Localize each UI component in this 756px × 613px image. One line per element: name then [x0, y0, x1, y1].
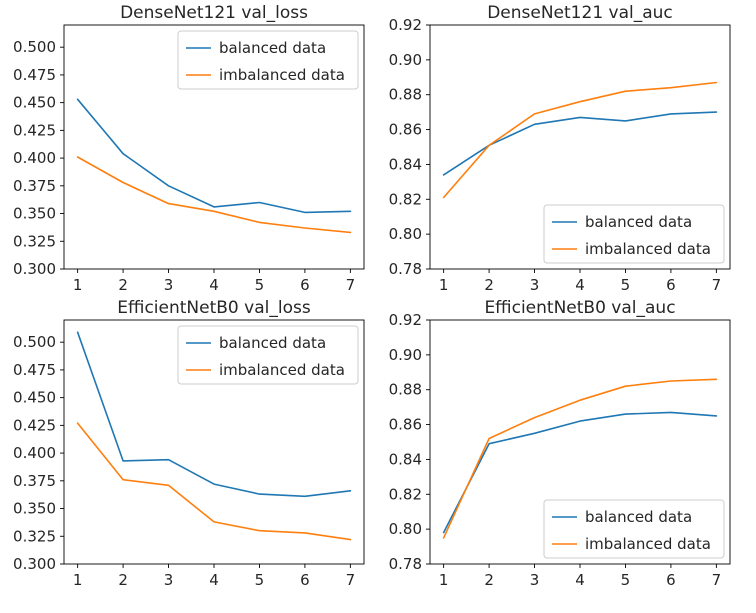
- legend-box: [177, 325, 359, 385]
- y-tick-label: 0.80: [389, 225, 422, 243]
- legend-box: [543, 499, 725, 559]
- y-tick-label: 0.78: [389, 260, 422, 278]
- x-tick-label: 5: [255, 276, 265, 294]
- y-tick-label: 0.425: [13, 121, 56, 139]
- x-tick-label: 2: [484, 571, 494, 589]
- chart-panel-3: EfficientNetB0 val_loss 1 2 3 4 5 6 7 0.300 0.325…: [13, 298, 365, 589]
- x-tick-label: 7: [346, 571, 356, 589]
- y-tick-label: 0.325: [13, 527, 56, 545]
- y-tick-label: 0.82: [389, 190, 422, 208]
- x-tick-label: 1: [73, 571, 83, 589]
- series-line-2: [76, 156, 352, 234]
- y-tick-label: 0.84: [389, 155, 422, 173]
- legend: balanced data imbalanced data: [543, 499, 725, 559]
- x-tick-label: 4: [575, 276, 585, 294]
- legend-box: [543, 204, 725, 264]
- legend-label-1: balanced data: [585, 508, 692, 526]
- x-tick-label: 4: [575, 571, 585, 589]
- y-tick-label: 0.475: [13, 66, 56, 84]
- y-tick-label: 0.86: [389, 416, 422, 434]
- series-line-2: [76, 422, 352, 541]
- y-tick-label: 0.450: [13, 94, 56, 112]
- y-tick-label: 0.90: [389, 346, 422, 364]
- series-line-2: [442, 378, 718, 539]
- y-tick-label: 0.92: [389, 16, 422, 34]
- y-tick-label: 0.300: [13, 260, 56, 278]
- y-tick-label: 0.300: [13, 555, 56, 573]
- x-tick-label: 4: [209, 571, 219, 589]
- x-tick-label: 7: [712, 276, 722, 294]
- legend-box: [177, 30, 359, 90]
- x-tick-label: 2: [118, 276, 128, 294]
- legend-label-1: balanced data: [219, 39, 326, 57]
- series-line-1: [442, 111, 718, 176]
- y-tick-label: 0.88: [389, 86, 422, 104]
- series-line-1: [76, 331, 352, 498]
- x-tick-label: 3: [530, 571, 540, 589]
- y-tick-label: 0.375: [13, 177, 56, 195]
- x-tick-label: 2: [118, 571, 128, 589]
- x-tick-label: 6: [300, 276, 310, 294]
- y-tick-label: 0.400: [13, 149, 56, 167]
- y-tick-label: 0.475: [13, 361, 56, 379]
- x-tick-label: 3: [164, 571, 174, 589]
- legend: balanced data imbalanced data: [177, 30, 359, 90]
- series-line-1: [442, 411, 718, 534]
- chart-title: DenseNet121 val_loss: [120, 3, 308, 23]
- legend-label-1: balanced data: [585, 213, 692, 231]
- chart-title: EfficientNetB0 val_loss: [117, 298, 311, 318]
- x-tick-label: 3: [164, 276, 174, 294]
- legend: balanced data imbalanced data: [177, 325, 359, 385]
- x-tick-label: 6: [666, 571, 676, 589]
- x-tick-label: 1: [439, 276, 449, 294]
- legend-label-2: imbalanced data: [219, 361, 345, 379]
- x-tick-label: 4: [209, 276, 219, 294]
- chart-title: DenseNet121 val_auc: [487, 3, 673, 23]
- y-tick-label: 0.82: [389, 485, 422, 503]
- y-tick-label: 0.92: [389, 311, 422, 329]
- series-line-2: [442, 81, 718, 199]
- legend: balanced data imbalanced data: [543, 204, 725, 264]
- y-tick-label: 0.425: [13, 416, 56, 434]
- x-tick-label: 3: [530, 276, 540, 294]
- x-tick-label: 1: [439, 571, 449, 589]
- series-line-1: [76, 98, 352, 214]
- x-tick-label: 2: [484, 276, 494, 294]
- y-tick-label: 0.350: [13, 500, 56, 518]
- y-tick-label: 0.325: [13, 232, 56, 250]
- x-tick-label: 6: [666, 276, 676, 294]
- chart-panel-1: DenseNet121 val_loss 1 2 3 4 5 6 7 0.300 0.325 0.3…: [13, 3, 365, 294]
- x-tick-label: 1: [73, 276, 83, 294]
- chart-title: EfficientNetB0 val_auc: [484, 298, 675, 318]
- y-tick-label: 0.350: [13, 205, 56, 223]
- y-tick-label: 0.500: [13, 38, 56, 56]
- y-tick-label: 0.88: [389, 381, 422, 399]
- y-tick-label: 0.80: [389, 520, 422, 538]
- y-tick-label: 0.400: [13, 444, 56, 462]
- legend-label-1: balanced data: [219, 334, 326, 352]
- y-tick-label: 0.84: [389, 450, 422, 468]
- y-tick-label: 0.500: [13, 333, 56, 351]
- x-tick-label: 5: [255, 571, 265, 589]
- x-tick-label: 5: [621, 276, 631, 294]
- legend-label-2: imbalanced data: [585, 535, 711, 553]
- x-tick-label: 6: [300, 571, 310, 589]
- y-tick-label: 0.450: [13, 389, 56, 407]
- y-tick-label: 0.375: [13, 472, 56, 490]
- chart-panel-4: EfficientNetB0 val_auc 1 2 3 4 5 6 7 0.78 0.80 0.8…: [389, 298, 731, 589]
- x-tick-label: 7: [712, 571, 722, 589]
- legend-label-2: imbalanced data: [219, 66, 345, 84]
- y-tick-label: 0.90: [389, 51, 422, 69]
- y-tick-label: 0.78: [389, 555, 422, 573]
- y-tick-label: 0.86: [389, 121, 422, 139]
- legend-label-2: imbalanced data: [585, 240, 711, 258]
- x-tick-label: 5: [621, 571, 631, 589]
- x-tick-label: 7: [346, 276, 356, 294]
- chart-panel-2: DenseNet121 val_auc 1 2 3 4 5 6 7 0.78 0.80 0.82 0.…: [389, 3, 731, 294]
